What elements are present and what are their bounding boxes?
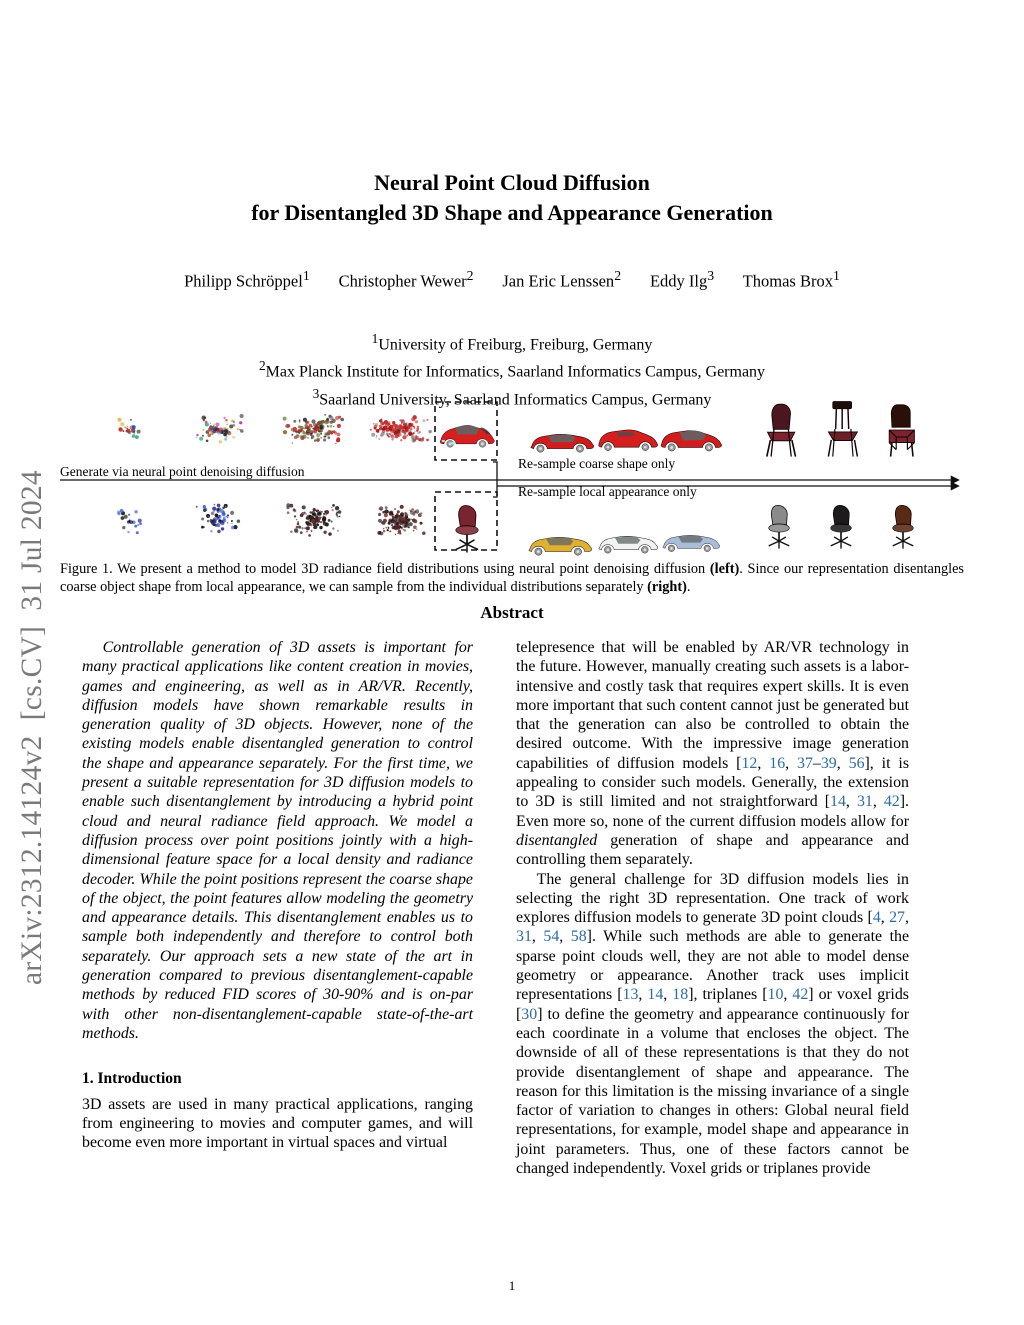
svg-text:Re-sample coarse shape only: Re-sample coarse shape only — [518, 456, 675, 471]
svg-text:Re-sample local appearance onl: Re-sample local appearance only — [518, 484, 697, 499]
svg-text:Generate via neural point deno: Generate via neural point denoising diff… — [60, 464, 305, 479]
